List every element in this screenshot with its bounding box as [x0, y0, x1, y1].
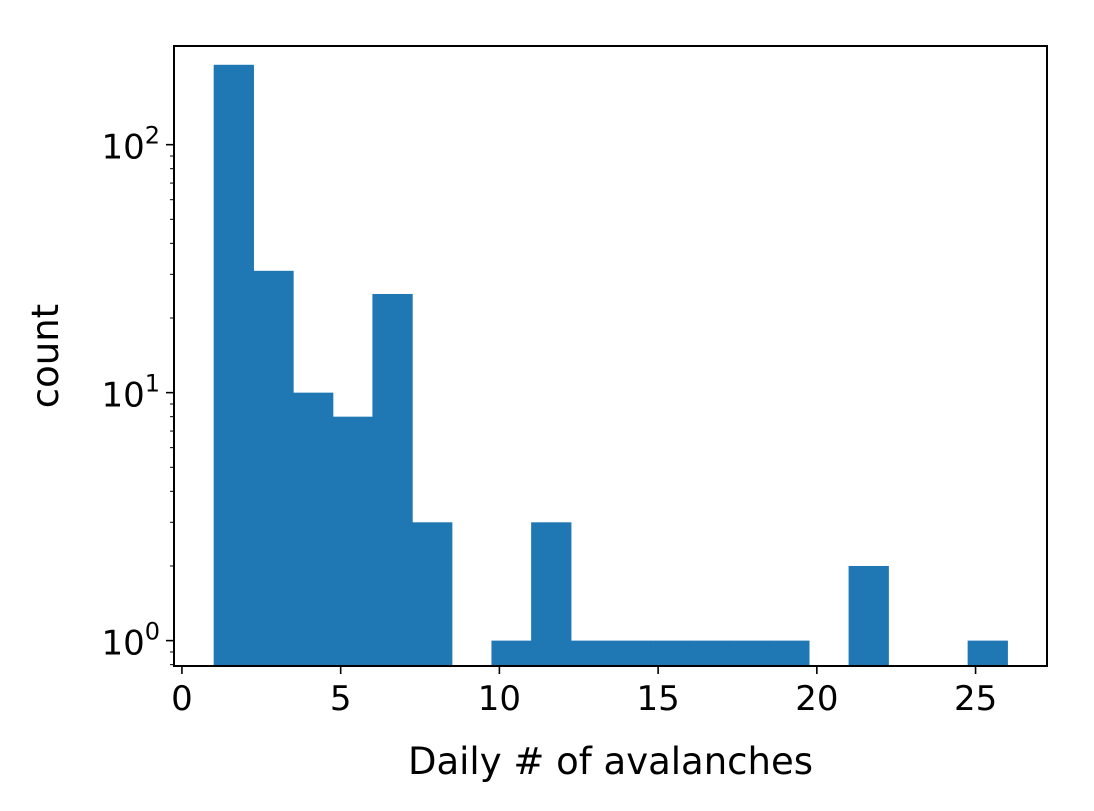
y-axis-label: count — [24, 304, 67, 408]
y-tick-label: 101 — [101, 370, 160, 416]
y-tick-label: 102 — [101, 122, 160, 168]
histogram-bar — [689, 640, 731, 666]
histogram-bar — [213, 64, 254, 667]
x-tick-label: 5 — [330, 679, 352, 719]
histogram-bar — [848, 565, 889, 666]
y-tick-label: 100 — [101, 618, 160, 664]
x-axis-label: Daily # of avalanches — [408, 740, 813, 783]
histogram-bar — [332, 416, 374, 666]
bars-group — [213, 64, 1008, 667]
histogram-bar — [650, 640, 691, 666]
histogram-bar — [253, 270, 294, 666]
histogram-bar — [769, 640, 810, 666]
histogram-bar — [491, 640, 532, 666]
x-tick-label: 20 — [795, 679, 838, 719]
histogram-bar — [293, 392, 334, 666]
histogram-bar — [570, 640, 612, 666]
histogram-bar — [412, 522, 453, 666]
x-axis: 0 5 10 15 20 25 — [171, 666, 997, 719]
histogram-bar — [610, 640, 651, 666]
histogram-bar — [372, 293, 413, 666]
x-tick-label: 25 — [954, 679, 997, 719]
histogram-bar — [967, 640, 1008, 666]
x-tick-label: 10 — [478, 679, 521, 719]
histogram-bar — [729, 640, 770, 666]
plot-frame — [173, 45, 1048, 667]
x-tick-label: 15 — [636, 679, 679, 719]
histogram-bar — [531, 522, 572, 666]
x-tick-label: 0 — [171, 679, 193, 719]
y-axis: 100 101 102 — [101, 122, 174, 666]
